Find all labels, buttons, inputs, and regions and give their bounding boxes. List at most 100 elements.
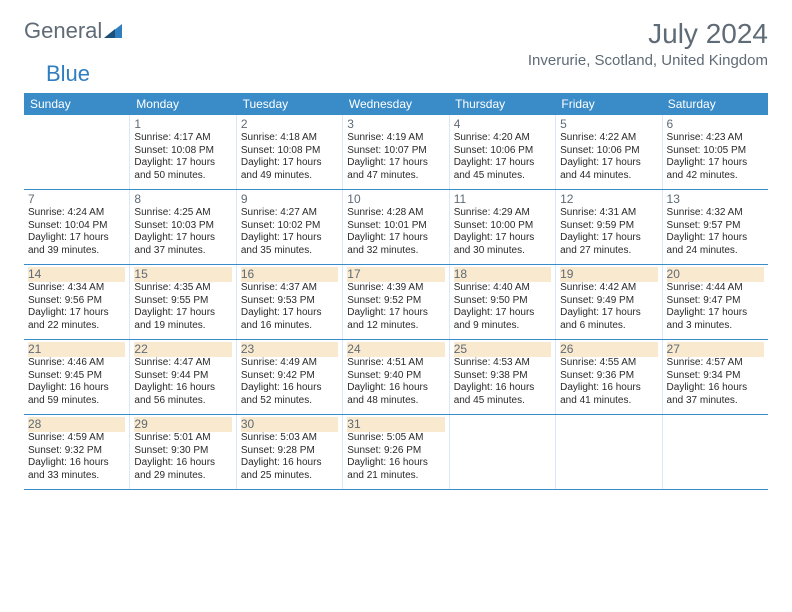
- day-cell: 16Sunrise: 4:37 AMSunset: 9:53 PMDayligh…: [237, 265, 343, 339]
- day-details: Sunrise: 5:03 AMSunset: 9:28 PMDaylight:…: [241, 432, 338, 482]
- detail-line: and 32 minutes.: [347, 245, 444, 258]
- detail-line: Sunset: 9:32 PM: [28, 445, 125, 458]
- detail-line: Daylight: 16 hours: [241, 382, 338, 395]
- day-details: Sunrise: 5:05 AMSunset: 9:26 PMDaylight:…: [347, 432, 444, 482]
- day-number: 17: [347, 267, 444, 282]
- location-text: Inverurie, Scotland, United Kingdom: [528, 52, 768, 69]
- day-details: Sunrise: 4:27 AMSunset: 10:02 PMDaylight…: [241, 207, 338, 257]
- day-number: 20: [667, 267, 764, 282]
- day-details: Sunrise: 4:29 AMSunset: 10:00 PMDaylight…: [454, 207, 551, 257]
- detail-line: Sunset: 9:40 PM: [347, 370, 444, 383]
- detail-line: and 19 minutes.: [134, 320, 231, 333]
- detail-line: Daylight: 17 hours: [241, 232, 338, 245]
- day-number: 28: [28, 417, 125, 432]
- dow-monday: Monday: [130, 93, 236, 115]
- day-cell: 12Sunrise: 4:31 AMSunset: 9:59 PMDayligh…: [556, 190, 662, 264]
- day-cell: 8Sunrise: 4:25 AMSunset: 10:03 PMDayligh…: [130, 190, 236, 264]
- detail-line: Sunrise: 4:55 AM: [560, 357, 657, 370]
- dow-wednesday: Wednesday: [343, 93, 449, 115]
- detail-line: Daylight: 17 hours: [667, 157, 764, 170]
- day-details: Sunrise: 4:55 AMSunset: 9:36 PMDaylight:…: [560, 357, 657, 407]
- day-details: Sunrise: 5:01 AMSunset: 9:30 PMDaylight:…: [134, 432, 231, 482]
- detail-line: and 48 minutes.: [347, 395, 444, 408]
- detail-line: Sunset: 9:53 PM: [241, 295, 338, 308]
- day-details: Sunrise: 4:18 AMSunset: 10:08 PMDaylight…: [241, 132, 338, 182]
- detail-line: Daylight: 16 hours: [134, 382, 231, 395]
- day-number: 30: [241, 417, 338, 432]
- detail-line: Sunrise: 5:03 AM: [241, 432, 338, 445]
- day-details: Sunrise: 4:39 AMSunset: 9:52 PMDaylight:…: [347, 282, 444, 332]
- day-details: Sunrise: 4:53 AMSunset: 9:38 PMDaylight:…: [454, 357, 551, 407]
- detail-line: Daylight: 16 hours: [134, 457, 231, 470]
- detail-line: and 29 minutes.: [134, 470, 231, 483]
- day-of-week-header: Sunday Monday Tuesday Wednesday Thursday…: [24, 93, 768, 115]
- day-number: 27: [667, 342, 764, 357]
- day-cell: 20Sunrise: 4:44 AMSunset: 9:47 PMDayligh…: [663, 265, 768, 339]
- day-details: Sunrise: 4:34 AMSunset: 9:56 PMDaylight:…: [28, 282, 125, 332]
- day-details: Sunrise: 4:17 AMSunset: 10:08 PMDaylight…: [134, 132, 231, 182]
- detail-line: Sunrise: 4:18 AM: [241, 132, 338, 145]
- detail-line: and 21 minutes.: [347, 470, 444, 483]
- logo-text-general: General: [24, 18, 102, 44]
- detail-line: Daylight: 17 hours: [241, 307, 338, 320]
- detail-line: Daylight: 17 hours: [28, 232, 125, 245]
- detail-line: and 59 minutes.: [28, 395, 125, 408]
- detail-line: Sunrise: 4:34 AM: [28, 282, 125, 295]
- detail-line: Sunrise: 4:23 AM: [667, 132, 764, 145]
- detail-line: Sunrise: 4:51 AM: [347, 357, 444, 370]
- week-row: 21Sunrise: 4:46 AMSunset: 9:45 PMDayligh…: [24, 340, 768, 415]
- detail-line: and 56 minutes.: [134, 395, 231, 408]
- detail-line: and 44 minutes.: [560, 170, 657, 183]
- detail-line: Sunset: 10:00 PM: [454, 220, 551, 233]
- day-details: Sunrise: 4:22 AMSunset: 10:06 PMDaylight…: [560, 132, 657, 182]
- detail-line: Daylight: 17 hours: [560, 307, 657, 320]
- detail-line: and 49 minutes.: [241, 170, 338, 183]
- detail-line: Sunset: 9:38 PM: [454, 370, 551, 383]
- day-cell: 31Sunrise: 5:05 AMSunset: 9:26 PMDayligh…: [343, 415, 449, 489]
- day-cell: 23Sunrise: 4:49 AMSunset: 9:42 PMDayligh…: [237, 340, 343, 414]
- weeks-container: 1Sunrise: 4:17 AMSunset: 10:08 PMDayligh…: [24, 115, 768, 490]
- detail-line: Daylight: 17 hours: [560, 157, 657, 170]
- detail-line: Sunset: 9:36 PM: [560, 370, 657, 383]
- detail-line: Sunset: 9:52 PM: [347, 295, 444, 308]
- day-details: Sunrise: 4:44 AMSunset: 9:47 PMDaylight:…: [667, 282, 764, 332]
- detail-line: Sunset: 9:42 PM: [241, 370, 338, 383]
- detail-line: and 52 minutes.: [241, 395, 338, 408]
- detail-line: Sunset: 9:34 PM: [667, 370, 764, 383]
- day-cell: 1Sunrise: 4:17 AMSunset: 10:08 PMDayligh…: [130, 115, 236, 189]
- dow-friday: Friday: [555, 93, 661, 115]
- day-details: Sunrise: 4:42 AMSunset: 9:49 PMDaylight:…: [560, 282, 657, 332]
- day-number: 23: [241, 342, 338, 357]
- detail-line: Daylight: 16 hours: [667, 382, 764, 395]
- header-right: July 2024 Inverurie, Scotland, United Ki…: [528, 18, 768, 69]
- week-row: 1Sunrise: 4:17 AMSunset: 10:08 PMDayligh…: [24, 115, 768, 190]
- dow-sunday: Sunday: [24, 93, 130, 115]
- day-details: Sunrise: 4:24 AMSunset: 10:04 PMDaylight…: [28, 207, 125, 257]
- detail-line: Daylight: 16 hours: [347, 382, 444, 395]
- day-number: 7: [28, 192, 125, 207]
- day-details: Sunrise: 4:32 AMSunset: 9:57 PMDaylight:…: [667, 207, 764, 257]
- detail-line: Daylight: 17 hours: [454, 157, 551, 170]
- day-cell: 22Sunrise: 4:47 AMSunset: 9:44 PMDayligh…: [130, 340, 236, 414]
- detail-line: Sunrise: 4:42 AM: [560, 282, 657, 295]
- detail-line: Sunset: 10:03 PM: [134, 220, 231, 233]
- detail-line: Sunset: 10:05 PM: [667, 145, 764, 158]
- detail-line: and 45 minutes.: [454, 170, 551, 183]
- detail-line: Sunrise: 4:17 AM: [134, 132, 231, 145]
- day-cell: 24Sunrise: 4:51 AMSunset: 9:40 PMDayligh…: [343, 340, 449, 414]
- detail-line: Sunrise: 4:22 AM: [560, 132, 657, 145]
- day-number: 13: [667, 192, 764, 207]
- detail-line: and 22 minutes.: [28, 320, 125, 333]
- detail-line: Sunset: 10:08 PM: [134, 145, 231, 158]
- detail-line: Sunrise: 4:53 AM: [454, 357, 551, 370]
- detail-line: Sunset: 10:06 PM: [560, 145, 657, 158]
- detail-line: Daylight: 16 hours: [560, 382, 657, 395]
- day-details: Sunrise: 4:28 AMSunset: 10:01 PMDaylight…: [347, 207, 444, 257]
- detail-line: and 6 minutes.: [560, 320, 657, 333]
- day-details: Sunrise: 4:51 AMSunset: 9:40 PMDaylight:…: [347, 357, 444, 407]
- detail-line: Sunrise: 4:27 AM: [241, 207, 338, 220]
- detail-line: Sunrise: 4:28 AM: [347, 207, 444, 220]
- day-cell: 14Sunrise: 4:34 AMSunset: 9:56 PMDayligh…: [24, 265, 130, 339]
- day-number: 2: [241, 117, 338, 132]
- detail-line: Sunset: 10:08 PM: [241, 145, 338, 158]
